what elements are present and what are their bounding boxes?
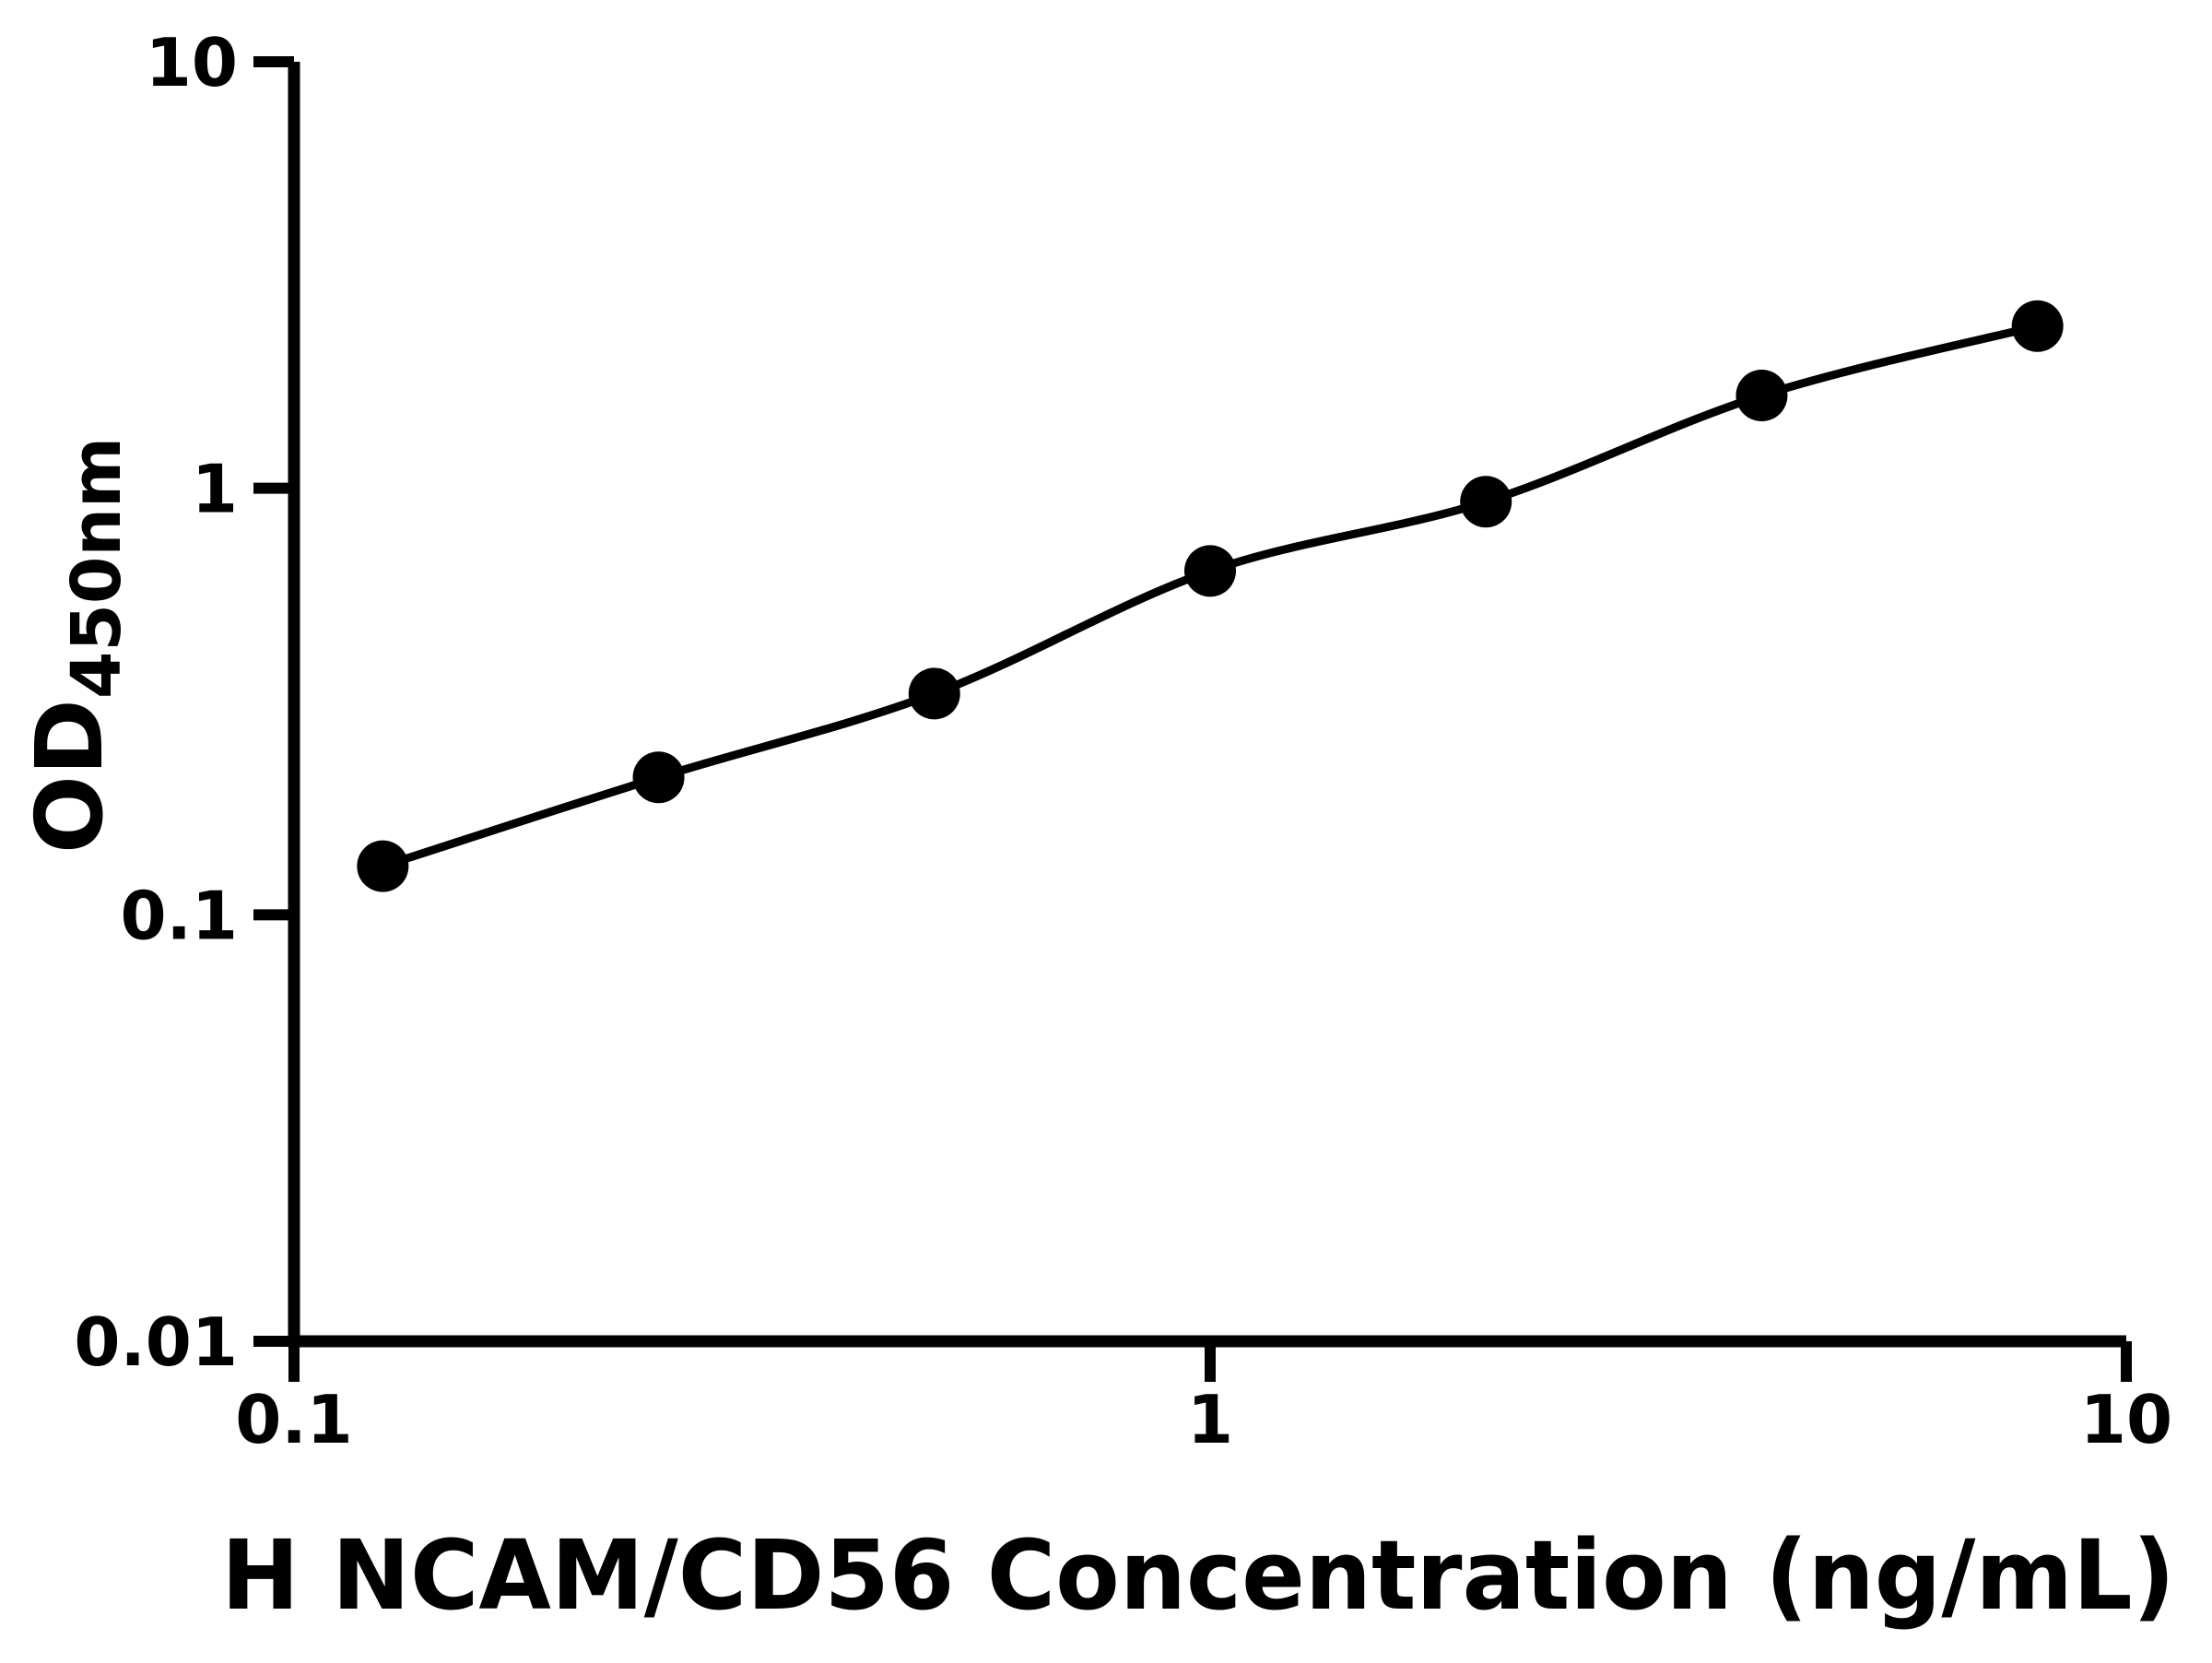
y-axis-title-main: OD [16,699,124,854]
data-point [357,840,409,892]
data-point [1735,370,1788,422]
data-point [632,751,685,804]
data-point [1184,545,1236,597]
y-tick-label: 1 [192,451,238,528]
y-tick-label: 0.1 [120,877,238,954]
y-tick-label: 0.01 [74,1303,238,1381]
x-tick-label: 0.1 [235,1381,353,1458]
tick-marks [253,56,2132,1382]
axis-spine [288,62,2126,1348]
data-point [1460,476,1512,528]
data-series [357,300,2064,892]
y-tick-label: 10 [146,24,238,101]
data-point [908,667,960,720]
y-axis-title: OD450nm [16,437,136,854]
axes [288,62,2126,1348]
x-axis-title: H NCAM/CD56 Concentration (ng/mL) [221,1519,2175,1632]
x-tick-label: 10 [2080,1381,2172,1458]
y-axis-title-subscript: 450nm [57,437,136,699]
x-tick-label: 1 [1187,1381,1233,1458]
data-point [2011,300,2064,352]
